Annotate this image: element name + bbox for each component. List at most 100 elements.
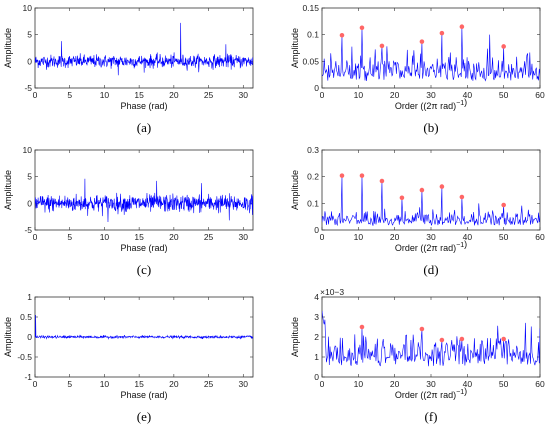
series-line-f	[322, 310, 540, 367]
y-tick-label: 5	[27, 30, 32, 40]
peak-marker	[399, 195, 405, 201]
y-tick-label: -0.5	[17, 352, 32, 362]
y-tick-label: 0.3	[307, 145, 319, 155]
x-tick-label: 0	[320, 90, 325, 100]
x-tick-label: 15	[134, 90, 144, 100]
x-tick-label: 20	[169, 232, 179, 242]
panel-b: 0 10 20 30 40 50 60 0 0.05 0.1 0.15 Amplitude Order …	[290, 3, 545, 135]
panel-label: (d)	[423, 262, 438, 277]
peak-marker	[459, 24, 465, 30]
y-tick-label: 0	[27, 56, 32, 66]
x-tick-label: 20	[390, 379, 400, 389]
series-line-c	[35, 178, 253, 223]
y-tick-label: 0	[314, 372, 319, 382]
x-axis-label: Phase (rad)	[120, 390, 167, 400]
y-tick-label: 0.1	[307, 198, 319, 208]
peak-marker	[419, 39, 425, 44]
y-tick-label: 10	[23, 145, 33, 155]
x-tick-label: 10	[100, 232, 110, 242]
panel-label: (a)	[137, 120, 151, 135]
x-tick-label: 15	[134, 379, 144, 389]
x-axis-label: Order ((2π rad)−1)	[395, 239, 467, 253]
x-tick-label: 20	[169, 379, 179, 389]
x-tick-label: 60	[535, 232, 545, 242]
y-tick-label: 3	[314, 312, 319, 322]
x-tick-label: 5	[67, 232, 72, 242]
peak-marker	[459, 194, 465, 200]
x-axis-label: Order ((2π rad)−1)	[395, 97, 467, 111]
x-tick-label: 10	[354, 379, 364, 389]
x-tick-label: 25	[204, 90, 214, 100]
peak-marker	[439, 337, 445, 343]
peak-marker	[439, 184, 445, 189]
x-tick-label: 40	[463, 232, 473, 242]
peak-marker	[501, 202, 506, 208]
y-tick-label: 4	[314, 292, 319, 302]
y-tick-label: 1	[314, 352, 319, 362]
y-tick-label: -1	[24, 372, 32, 382]
x-tick-label: 40	[463, 90, 473, 100]
x-tick-label: 60	[535, 90, 545, 100]
panel-label: (c)	[137, 262, 151, 277]
peak-marker	[501, 336, 506, 342]
plot-area-d	[321, 149, 541, 231]
panel-f: 0 10 20 30 40 50 60 0 1 2 3 4 Amplitude Order ((2π ra…	[290, 287, 545, 424]
y-tick-label: -5	[24, 83, 32, 93]
y-axis-label: Amplitude	[290, 28, 300, 68]
series-line-a	[35, 22, 253, 76]
x-tick-label: 10	[100, 90, 110, 100]
peak-marker	[339, 32, 345, 38]
peak-marker	[339, 173, 345, 178]
x-tick-label: 20	[169, 90, 179, 100]
x-tick-label: 5	[67, 90, 72, 100]
y-axis-label: Amplitude	[3, 28, 13, 68]
x-tick-label: 50	[499, 232, 509, 242]
peak-marker	[359, 324, 365, 330]
x-tick-label: 10	[354, 232, 364, 242]
x-tick-label: 50	[499, 379, 509, 389]
x-tick-label: 30	[239, 90, 249, 100]
y-axis-label: Amplitude	[290, 317, 300, 357]
x-tick-label: 30	[426, 379, 436, 389]
plot-area-a	[34, 7, 254, 89]
series-line-d	[322, 176, 540, 227]
peak-marker	[359, 173, 365, 178]
x-tick-label: 0	[33, 90, 38, 100]
y-tick-label: 0	[314, 83, 319, 93]
x-tick-label: 30	[239, 232, 249, 242]
x-tick-label: 0	[33, 232, 38, 242]
x-tick-label: 5	[67, 379, 72, 389]
x-tick-label: 30	[426, 90, 436, 100]
panel-label: (f)	[425, 409, 438, 424]
series-line-b	[322, 27, 540, 82]
x-tick-label: 20	[390, 90, 400, 100]
x-tick-label: 0	[33, 379, 38, 389]
panel-label: (b)	[423, 120, 438, 135]
y-tick-label: 0	[314, 225, 319, 235]
x-tick-label: 10	[100, 379, 110, 389]
peak-marker	[459, 336, 465, 342]
y-tick-label: 0.15	[302, 3, 319, 13]
y-tick-label: -5	[24, 225, 32, 235]
peak-marker	[439, 30, 445, 36]
peak-marker	[379, 178, 385, 184]
y-axis-label: Amplitude	[3, 170, 13, 210]
x-tick-label: 0	[320, 379, 325, 389]
x-tick-label: 25	[204, 232, 214, 242]
y-tick-label: 0	[27, 332, 32, 342]
x-tick-label: 0	[320, 232, 325, 242]
y-tick-label: 2	[314, 332, 319, 342]
peak-marker	[419, 187, 425, 193]
panel-d: 0 10 20 30 40 50 60 0 0.1 0.2 0.3 Amplitude Order ((…	[290, 145, 545, 277]
x-tick-label: 10	[354, 90, 364, 100]
peak-marker	[419, 326, 425, 332]
y-axis-label: Amplitude	[290, 170, 300, 210]
y-tick-label: 0	[27, 198, 32, 208]
plot-area-c	[34, 149, 254, 231]
x-tick-label: 50	[499, 90, 509, 100]
x-axis-label: Order ((2π rad)−1)	[395, 386, 467, 400]
y-tick-label: 0.2	[307, 172, 319, 182]
